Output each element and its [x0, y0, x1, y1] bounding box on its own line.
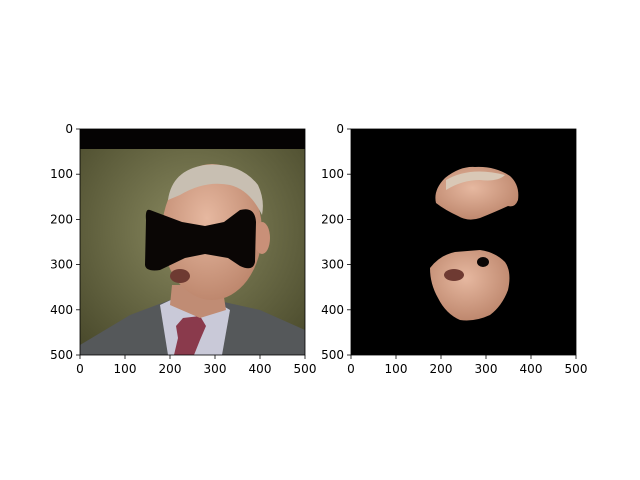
- x-tick-label-left: 0: [76, 362, 84, 376]
- x-tick-label-left: 500: [294, 362, 317, 376]
- x-tick-label-right: 200: [430, 362, 453, 376]
- image-panel-photo: [80, 129, 305, 355]
- top-black-band: [80, 129, 305, 149]
- x-tick-label-right: 100: [385, 362, 408, 376]
- y-tick-label-right: 0: [336, 122, 344, 136]
- y-tick-label-right: 200: [321, 212, 344, 226]
- x-tick-label-left: 100: [114, 362, 137, 376]
- x-tick-label-right: 0: [347, 362, 355, 376]
- axes-frame-left: [79, 128, 306, 356]
- y-tick-label-left: 300: [50, 258, 73, 272]
- forehead-hair: [446, 171, 505, 190]
- lower-face-region: [430, 250, 510, 321]
- y-tick-label-left: 500: [50, 348, 73, 362]
- y-tick-label-left: 0: [65, 122, 73, 136]
- y-tick-label-left: 400: [50, 303, 73, 317]
- y-tick-label-left: 100: [50, 167, 73, 181]
- y-tick-label-left: 200: [50, 212, 73, 226]
- masked-mouth: [444, 269, 464, 281]
- y-tick-label-right: 500: [321, 348, 344, 362]
- y-tick-label-right: 400: [321, 303, 344, 317]
- tie: [174, 316, 206, 355]
- masked-background: [351, 129, 576, 355]
- x-tick-label-left: 400: [249, 362, 272, 376]
- x-tick-label-right: 500: [565, 362, 588, 376]
- mouth: [170, 269, 190, 283]
- x-tick-label-right: 400: [520, 362, 543, 376]
- y-tick-label-right: 300: [321, 258, 344, 272]
- y-tick-label-right: 100: [321, 167, 344, 181]
- x-tick-label-left: 200: [159, 362, 182, 376]
- x-tick-label-left: 300: [204, 362, 227, 376]
- x-tick-label-right: 300: [475, 362, 498, 376]
- hair: [168, 164, 263, 215]
- ear: [254, 222, 270, 254]
- axes-frame-right: [350, 128, 577, 356]
- bow-mask: [145, 209, 256, 271]
- image-panel-masked: [351, 129, 576, 355]
- masked-nostril-hole: [477, 257, 489, 267]
